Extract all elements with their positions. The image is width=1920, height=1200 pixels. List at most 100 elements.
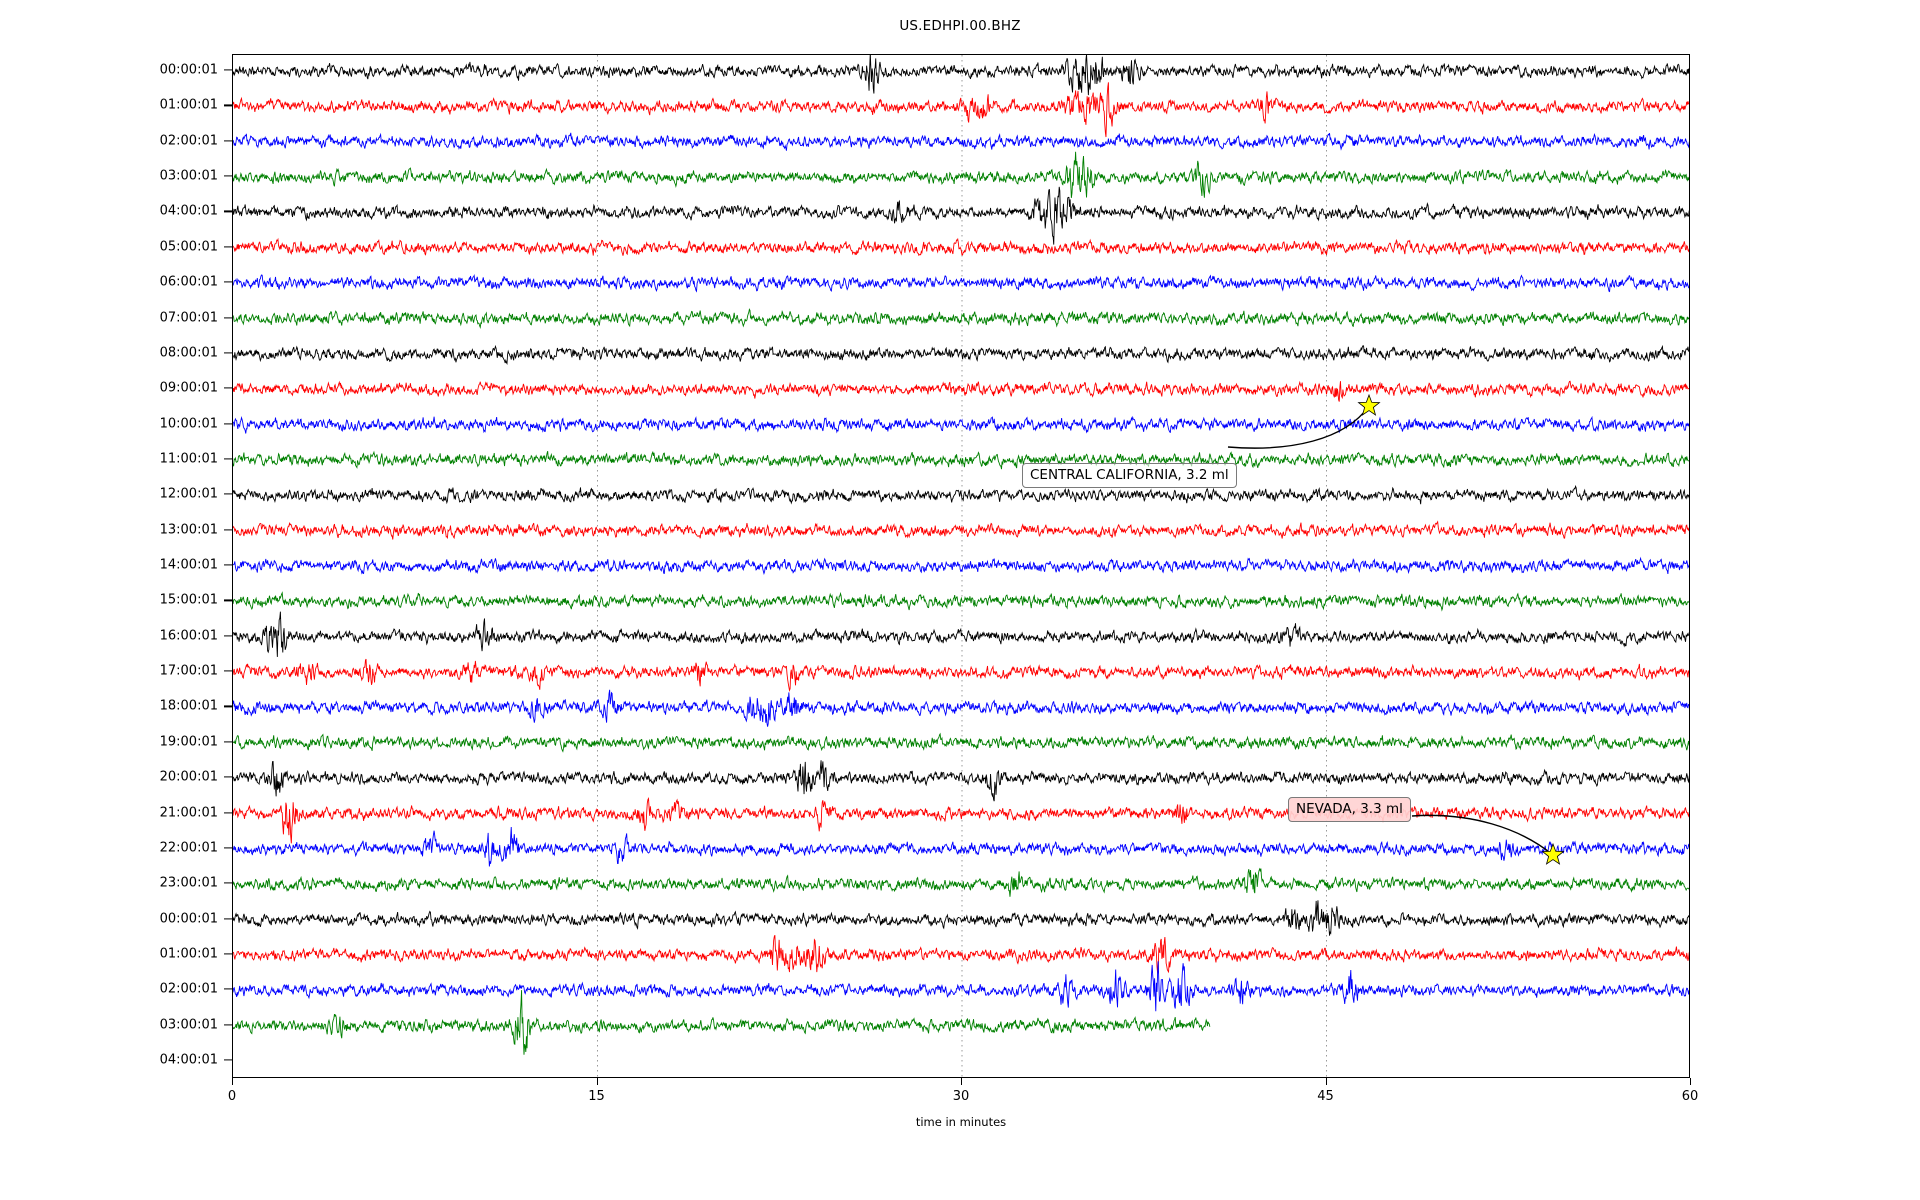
trace-row-10 — [233, 415, 1689, 434]
y-tick-label-10: 10:00:01 — [159, 416, 218, 432]
grid-lines — [597, 55, 1327, 1077]
trace-row-27 — [233, 990, 1211, 1055]
y-tick-label-2: 02:00:01 — [159, 133, 218, 149]
y-tick-label-4: 04:00:01 — [159, 203, 218, 219]
trace-row-2 — [233, 132, 1689, 151]
y-tick-label-7: 07:00:01 — [159, 310, 218, 325]
y-tick-label-5: 05:00:01 — [159, 239, 218, 255]
x-tick-mark — [1325, 1078, 1327, 1085]
x-tick-label-0: 0 — [227, 1089, 237, 1104]
y-tick-mark — [224, 811, 232, 814]
trace-row-18 — [233, 689, 1689, 727]
trace-row-26 — [233, 961, 1689, 1012]
trace-row-20 — [233, 760, 1689, 802]
y-tick-mark — [224, 69, 232, 71]
y-tick-label-24: 00:00:01 — [159, 911, 218, 927]
y-tick-mark — [224, 316, 232, 319]
y-tick-label-22: 22:00:01 — [159, 840, 218, 856]
x-tick-label-15: 15 — [588, 1089, 605, 1104]
y-tick-label-3: 03:00:01 — [159, 168, 218, 184]
y-tick-mark — [224, 246, 232, 248]
y-tick-label-16: 16:00:01 — [159, 628, 218, 644]
y-tick-label-17: 17:00:01 — [159, 663, 218, 679]
trace-row-4 — [233, 186, 1689, 245]
page-title: US.EDHPI.00.BHZ — [899, 18, 1021, 34]
y-tick-label-27: 03:00:01 — [159, 1017, 218, 1033]
y-tick-label-0: 00:00:01 — [159, 62, 218, 78]
trace-row-7 — [233, 308, 1689, 330]
y-tick-mark — [224, 140, 232, 142]
y-tick-mark — [224, 352, 232, 354]
trace-row-24 — [233, 900, 1689, 936]
y-tick-mark — [224, 458, 232, 460]
x-tick-mark — [961, 1078, 963, 1085]
y-tick-mark — [224, 988, 232, 990]
trace-row-19 — [233, 732, 1689, 753]
y-tick-mark — [224, 104, 232, 106]
trace-row-8 — [233, 344, 1689, 365]
trace-row-21 — [233, 797, 1689, 844]
y-tick-mark — [224, 882, 232, 884]
y-tick-label-23: 23:00:01 — [159, 875, 218, 891]
y-tick-mark — [224, 776, 232, 778]
trace-row-13 — [233, 520, 1689, 540]
y-tick-label-13: 13:00:01 — [159, 522, 218, 538]
y-tick-mark — [224, 635, 232, 637]
annotation-nevada[interactable]: NEVADA, 3.3 ml — [1288, 797, 1411, 823]
trace-row-16 — [233, 611, 1689, 657]
x-axis-title: time in minutes — [915, 1115, 1007, 1129]
x-tick-mark — [596, 1078, 598, 1085]
y-tick-label-26: 02:00:01 — [159, 981, 218, 997]
trace-row-6 — [233, 273, 1689, 293]
y-tick-label-9: 09:00:01 — [159, 380, 218, 396]
trace-row-5 — [233, 237, 1689, 257]
y-tick-mark — [224, 953, 232, 955]
y-tick-label-6: 06:00:01 — [159, 274, 218, 290]
trace-row-14 — [233, 556, 1689, 575]
y-tick-label-14: 14:00:01 — [159, 557, 218, 573]
y-tick-mark — [224, 705, 232, 708]
trace-row-1 — [233, 82, 1689, 138]
trace-row-23 — [233, 867, 1689, 897]
trace-row-12 — [233, 484, 1689, 505]
trace-row-15 — [233, 591, 1689, 612]
y-tick-mark — [224, 387, 232, 389]
trace-row-11 — [233, 450, 1689, 470]
y-tick-label-15: 15:00:01 — [159, 592, 218, 608]
y-tick-label-21: 21:00:01 — [159, 805, 218, 820]
y-tick-mark — [224, 917, 232, 920]
y-tick-mark — [224, 422, 232, 425]
y-tick-label-20: 20:00:01 — [159, 769, 218, 785]
y-tick-mark — [224, 599, 232, 601]
annotation-central-california[interactable]: CENTRAL CALIFORNIA, 3.2 ml — [1022, 463, 1237, 489]
y-tick-mark — [224, 1024, 232, 1026]
y-tick-label-28: 04:00:01 — [159, 1052, 218, 1068]
y-tick-label-8: 08:00:01 — [159, 345, 218, 361]
seismic-traces — [233, 55, 1689, 1055]
y-tick-label-11: 11:00:01 — [159, 451, 218, 467]
y-tick-mark — [224, 741, 232, 743]
x-tick-label-45: 45 — [1317, 1089, 1334, 1104]
x-tick-mark — [232, 1078, 234, 1085]
y-tick-mark — [224, 847, 232, 849]
y-tick-mark — [224, 529, 232, 531]
y-tick-mark — [224, 493, 232, 495]
trace-row-9 — [233, 380, 1689, 402]
y-tick-label-1: 01:00:01 — [159, 97, 218, 113]
y-tick-label-12: 12:00:01 — [159, 486, 218, 502]
y-tick-label-25: 01:00:01 — [159, 946, 218, 962]
x-tick-mark — [1690, 1078, 1692, 1085]
y-tick-mark — [224, 564, 232, 566]
y-tick-mark — [224, 281, 232, 283]
trace-row-0 — [233, 55, 1689, 96]
trace-row-22 — [233, 827, 1689, 867]
y-tick-mark — [224, 1059, 232, 1061]
y-tick-label-19: 19:00:01 — [159, 734, 218, 750]
x-tick-label-30: 30 — [952, 1089, 970, 1104]
y-tick-mark — [224, 175, 232, 177]
y-tick-mark — [224, 210, 232, 213]
y-tick-label-18: 18:00:01 — [159, 698, 218, 714]
plot-area — [232, 54, 1690, 1078]
trace-row-3 — [233, 151, 1689, 198]
